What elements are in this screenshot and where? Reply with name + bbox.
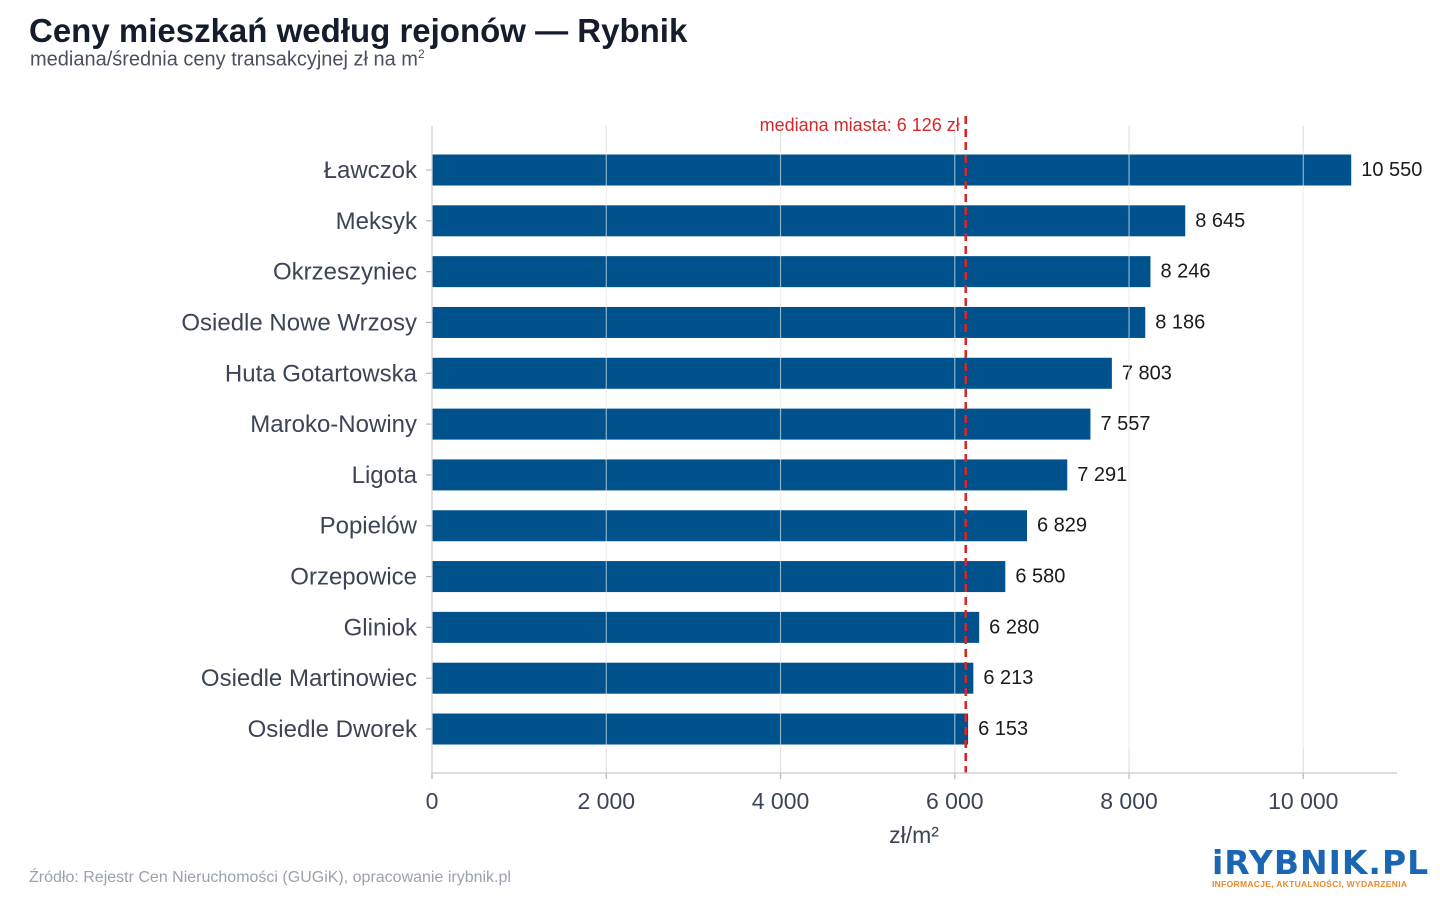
subtitle-superscript: 2 xyxy=(417,47,425,61)
value-label: 8 246 xyxy=(1160,261,1210,283)
category-label: Meksyk xyxy=(336,208,418,235)
bar xyxy=(432,510,1028,542)
category-label: Osiedle Martinowiec xyxy=(201,665,417,692)
logo-wordmark: iRYBNIK.PL xyxy=(1212,843,1430,882)
bar xyxy=(432,713,969,745)
bar xyxy=(432,154,1352,186)
value-label: 6 213 xyxy=(983,667,1033,689)
bar-chart: 10 550 8 645 8 246 8 186 7 803 7 557 7 291 6 82… xyxy=(181,115,1422,848)
value-label: 6 153 xyxy=(978,718,1028,740)
bar xyxy=(432,256,1151,288)
category-label: Ławczok xyxy=(324,157,418,184)
x-tick-label: 6 000 xyxy=(926,788,984,814)
reference-layer: mediana miasta: 6 126 zł xyxy=(760,115,968,773)
x-tick-label: 0 xyxy=(426,788,439,814)
x-tick-label: 4 000 xyxy=(752,788,810,814)
bar xyxy=(432,611,980,643)
category-label: Okrzeszyniec xyxy=(273,259,417,286)
median-label: mediana miasta: 6 126 zł xyxy=(760,115,960,135)
category-label: Osiedle Nowe Wrzosy xyxy=(181,309,417,336)
category-label: Osiedle Dworek xyxy=(248,716,418,743)
x-axis-label: zł/m² xyxy=(889,822,939,848)
value-label: 6 580 xyxy=(1015,566,1065,588)
value-label: 6 280 xyxy=(989,616,1039,638)
logo-tagline: INFORMACJE, AKTUALNOŚCI, WYDARZENIA xyxy=(1212,879,1408,889)
category-label: Maroko-Nowiny xyxy=(250,411,417,438)
bar xyxy=(432,205,1186,237)
category-label: Gliniok xyxy=(344,614,418,641)
bar xyxy=(432,662,974,694)
value-label: 6 829 xyxy=(1037,515,1087,537)
bar-layer: 10 550 8 645 8 246 8 186 7 803 7 557 7 291 6 82… xyxy=(432,151,1422,748)
x-tick-label: 2 000 xyxy=(577,788,635,814)
value-label: 7 291 xyxy=(1077,464,1127,486)
x-tick-label: 10 000 xyxy=(1268,788,1338,814)
bar xyxy=(432,357,1112,389)
bar xyxy=(432,306,1146,338)
subtitle-text: mediana/średnia ceny transakcyjnej zł na… xyxy=(30,48,418,71)
chart-subtitle: mediana/średnia ceny transakcyjnej zł na… xyxy=(30,47,425,72)
value-label: 10 550 xyxy=(1361,159,1422,181)
category-label: Ligota xyxy=(352,462,418,489)
category-label: Huta Gotartowska xyxy=(225,360,418,387)
axis-layer: 0 2 000 4 000 6 000 8 000 10 000 zł/m² Ławczok M… xyxy=(181,126,1397,848)
value-label: 8 645 xyxy=(1195,210,1245,232)
category-label: Orzepowice xyxy=(290,564,417,591)
bar xyxy=(432,561,1006,593)
site-logo[interactable]: iRYBNIK.PL INFORMACJE, AKTUALNOŚCI, WYDA… xyxy=(1212,843,1430,889)
x-tick-label: 8 000 xyxy=(1100,788,1158,814)
value-label: 7 557 xyxy=(1100,413,1150,435)
category-label: Popielów xyxy=(320,513,418,540)
value-label: 8 186 xyxy=(1155,311,1205,333)
source-note: Źródło: Rejestr Cen Nieruchomości (GUGiK… xyxy=(29,869,511,886)
chart-title: Ceny mieszkań według rejonów — Rybnik xyxy=(29,12,688,49)
bar xyxy=(432,459,1068,491)
value-label: 7 803 xyxy=(1122,362,1172,384)
bar xyxy=(432,408,1091,440)
